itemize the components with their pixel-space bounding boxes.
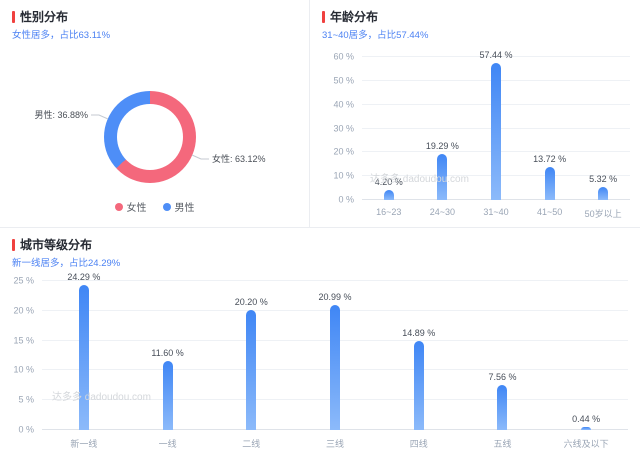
y-axis-tick-label: 60 % [333, 51, 354, 62]
legend-item-male[interactable]: 男性 [162, 199, 195, 214]
callout-female: 女性: 63.12% [212, 154, 266, 164]
panel-header: 城市等级分布 [0, 228, 640, 252]
panel-header: 年龄分布 [310, 0, 640, 24]
y-axis-tick-label: 0 % [338, 194, 354, 205]
bar-二线[interactable] [246, 309, 257, 430]
bar-41~50[interactable] [544, 167, 555, 200]
x-axis-label: 新一线 [70, 439, 98, 449]
bar-value-label: 0.44 % [572, 414, 601, 425]
bar-新一线[interactable] [78, 285, 89, 430]
bar-value-label: 5.32 % [589, 174, 618, 185]
bar-五线[interactable] [497, 384, 508, 430]
bar-value-label: 14.89 % [402, 328, 436, 339]
bar-column: 13.72 % 41~50 [523, 57, 577, 217]
panel-city-tier-distribution: 城市等级分布 新一线居多，占比24.29% 0 % 5 % 10 % 15 % 20 %… [0, 228, 640, 454]
gridline [42, 280, 628, 281]
bar-三线[interactable] [330, 304, 341, 430]
y-axis-tick-label: 20 % [333, 146, 354, 157]
y-axis-tick-label: 10 % [13, 364, 34, 375]
gender-donut-chart[interactable] [104, 91, 196, 183]
bar-四线[interactable] [413, 341, 424, 430]
bar-value-label: 20.20 % [234, 296, 268, 307]
y-axis-tick-label: 10 % [333, 170, 354, 181]
bar-value-label: 20.99 % [318, 291, 352, 302]
bar-16~23[interactable] [383, 190, 394, 200]
bar-column: 57.44 % 31~40 [469, 50, 523, 217]
bar-column: 20.20 % 二线 [209, 281, 293, 449]
bar-一线[interactable] [162, 360, 173, 430]
panel-subtitle-city: 新一线居多，占比24.29% [12, 258, 121, 269]
title-accent-bar [322, 11, 325, 23]
bar-column: 4.20 % 16~23 [362, 57, 416, 217]
bar-column: 0.44 % 六线及以下 [544, 281, 628, 449]
bar-31~40[interactable] [490, 63, 501, 200]
x-axis-label: 五线 [493, 439, 512, 449]
bar-column: 14.89 % 四线 [377, 281, 461, 449]
panel-subtitle-gender: 女性居多，占比63.11% [12, 30, 111, 41]
y-axis-tick-label: 15 % [13, 335, 34, 346]
bar-column: 24.29 % 新一线 [42, 272, 126, 449]
title-accent-bar [12, 239, 15, 251]
callout-male: 男性: 36.88% [34, 110, 88, 120]
x-axis-label: 三线 [326, 439, 345, 449]
panel-title-age: 年龄分布 [330, 10, 379, 24]
x-axis-label: 二线 [242, 439, 261, 449]
panel-subtitle-age: 31~40居多，占比57.44% [322, 30, 429, 41]
panel-title-gender: 性别分布 [20, 10, 69, 24]
x-axis-label: 24~30 [429, 207, 456, 217]
bar-value-label: 13.72 % [533, 154, 567, 165]
bar-column: 5.32 % 50岁以上 [576, 57, 630, 219]
x-axis-label: 16~23 [376, 207, 402, 217]
y-axis-tick-label: 0 % [18, 424, 34, 435]
male-legend-dot-icon [162, 202, 171, 211]
bars-area: 4.20 % 16~23 19.29 % 24~30 57.44 % 31~40 13.72… [362, 50, 630, 219]
x-axis-label: 一线 [158, 439, 177, 449]
bar-column: 7.56 % 五线 [461, 281, 545, 449]
x-axis-label: 六线及以下 [563, 439, 609, 449]
bars-area: 24.29 % 新一线 11.60 % 一线 20.20 % 二线 20.99 % 三线 14.… [42, 272, 628, 449]
y-axis-tick-label: 30 % [333, 123, 354, 133]
x-axis-label: 41~50 [536, 207, 563, 217]
y-axis-tick-label: 5 % [18, 394, 34, 405]
panel-age-distribution: 年龄分布 31~40居多，占比57.44% 0 % 10 % 20 % 30 % 40 … [310, 0, 640, 227]
panel-gender-distribution: 性别分布 女性居多，占比63.11% 男性: 36.88% 女性: 63.12%… [0, 0, 310, 227]
legend-label-female: 女性 [126, 203, 147, 214]
top-row: 性别分布 女性居多，占比63.11% 男性: 36.88% 女性: 63.12%… [0, 0, 640, 228]
legend-item-female[interactable]: 女性 [114, 199, 147, 214]
panel-title-city: 城市等级分布 [20, 238, 93, 252]
age-bar-chart: 0 % 10 % 20 % 30 % 40 % 50 % 60 % 4.20 % 16~23 19… [333, 50, 630, 219]
bar-value-label: 57.44 % [479, 50, 513, 61]
bar-column: 19.29 % 24~30 [416, 57, 470, 217]
bar-column: 20.99 % 三线 [293, 281, 377, 449]
bar-六线及以下[interactable] [581, 427, 592, 430]
y-axis-tick-label: 25 % [13, 275, 34, 286]
gender-legend: 女性 男性 [0, 199, 309, 214]
bar-value-label: 24.29 % [67, 272, 101, 283]
female-legend-dot-icon [114, 202, 123, 211]
bar-value-label: 19.29 % [425, 141, 459, 152]
bar-value-label: 7.56 % [488, 371, 517, 382]
gridline [362, 56, 630, 57]
x-axis-label: 31~40 [483, 207, 509, 217]
bar-50岁以上[interactable] [598, 187, 609, 200]
city-bar-chart: 0 % 5 % 10 % 15 % 20 % 25 % 24.29 % 新一线 11.60 % 一… [13, 272, 628, 449]
donut-hole [117, 104, 183, 170]
bar-24~30[interactable] [437, 154, 448, 200]
bar-value-label: 4.20 % [374, 177, 403, 187]
legend-label-male: 男性 [174, 203, 195, 214]
bar-column: 11.60 % 一线 [126, 281, 210, 449]
panel-header: 性别分布 [0, 0, 309, 24]
x-axis-label: 50岁以上 [584, 209, 622, 219]
title-accent-bar [12, 11, 15, 23]
y-axis-tick-label: 20 % [13, 305, 34, 316]
y-axis-tick-label: 50 % [333, 75, 354, 86]
bar-value-label: 11.60 % [151, 347, 184, 358]
x-axis-label: 四线 [409, 439, 428, 449]
y-axis-tick-label: 40 % [333, 99, 354, 110]
